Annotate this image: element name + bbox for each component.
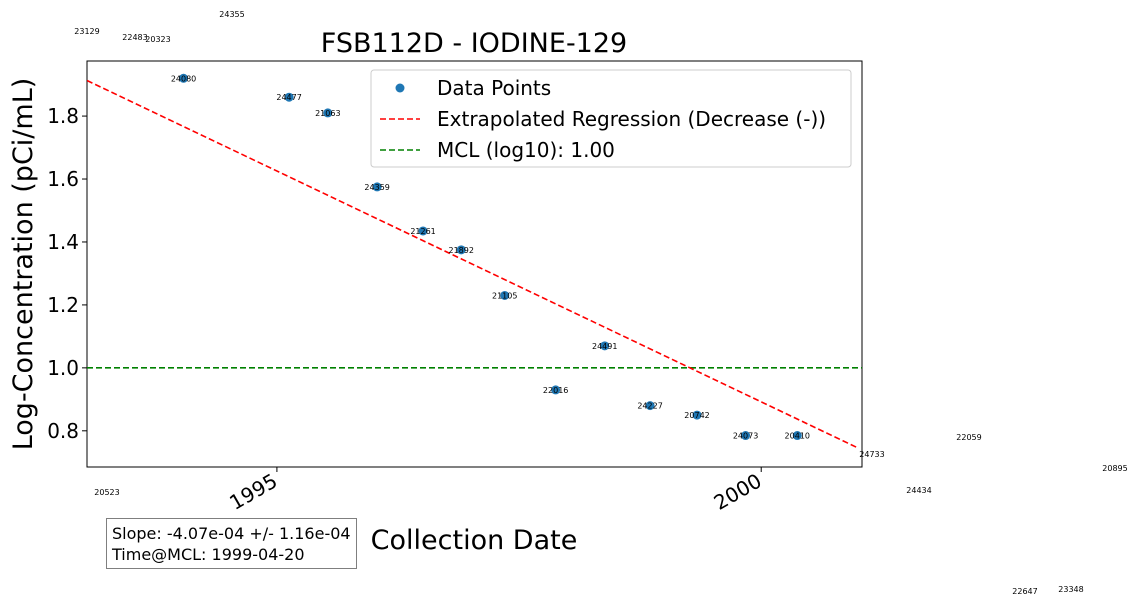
data-point-label: 24080 — [171, 74, 196, 83]
regression-line — [87, 79, 859, 449]
outside-point-label: 20323 — [145, 35, 170, 44]
data-point — [372, 182, 382, 192]
outside-point-label: 22647 — [1012, 587, 1037, 596]
x-axis-label: Collection Date — [371, 525, 578, 556]
data-point-label: 21105 — [492, 291, 517, 300]
data-point — [551, 385, 561, 395]
data-point — [741, 431, 751, 441]
y-tick-label: 1.2 — [47, 293, 79, 317]
outside-point-label: 23348 — [1058, 585, 1083, 594]
y-tick-label: 1.8 — [47, 104, 79, 128]
y-tick-label: 1.0 — [47, 356, 79, 380]
data-point — [284, 92, 294, 102]
lines-layer — [87, 79, 862, 449]
data-point — [500, 290, 510, 300]
y-tick-label: 1.6 — [47, 167, 79, 191]
data-point-label: 22016 — [543, 386, 568, 395]
legend-label: MCL (log10): 1.00 — [437, 138, 615, 162]
data-point-label: 24359 — [364, 183, 389, 192]
x-axis: 1995 2000 — [225, 467, 766, 515]
data-point — [323, 108, 333, 118]
data-point — [418, 226, 428, 236]
data-point-label: 24491 — [592, 342, 617, 351]
slope-text: Slope: -4.07e-04 +/- 1.16e-04 — [112, 524, 351, 543]
points-layer: 24080 24477 21063 24359 21261 21892 21105 22016… — [171, 73, 810, 441]
data-point-label: 24477 — [276, 93, 301, 102]
data-point-label: 21063 — [315, 109, 340, 118]
data-point — [645, 401, 655, 411]
legend-marker-data-points — [395, 83, 405, 93]
x-tick-label: 2000 — [710, 469, 766, 515]
legend-frame — [370, 69, 852, 168]
data-point — [692, 410, 702, 420]
legend-label: Data Points — [437, 76, 551, 100]
regression-stats-box: Slope: -4.07e-04 +/- 1.16e-04 Time@MCL: … — [106, 518, 357, 569]
outside-point-label: 23129 — [74, 27, 99, 36]
outside-point-label: 22483 — [122, 33, 147, 42]
data-point — [179, 73, 189, 83]
data-point-label: 21892 — [449, 246, 474, 255]
outside-point-label: 22059 — [956, 433, 981, 442]
data-point — [456, 245, 466, 255]
outside-point-label: 20523 — [94, 488, 119, 497]
y-axis: 0.8 1.0 1.2 1.4 1.6 1.8 — [47, 104, 87, 443]
outside-point-label: 20895 — [1102, 464, 1127, 473]
data-point-label: 24227 — [637, 402, 662, 411]
data-point-label: 20742 — [684, 411, 709, 420]
legend: Data Points Extrapolated Regression (Decr… — [370, 69, 852, 168]
x-tick-label: 1995 — [225, 469, 281, 515]
outside-point-label: 24733 — [859, 450, 884, 459]
plot-area — [86, 60, 863, 468]
data-point — [600, 341, 610, 351]
y-tick-label: 1.4 — [47, 230, 79, 254]
data-point-label: 24073 — [733, 432, 758, 441]
data-point-label: 21261 — [410, 227, 435, 236]
outside-point-label: 24434 — [906, 486, 931, 495]
y-axis-label: Log-Concentration (pCi/mL) — [8, 78, 39, 451]
legend-label: Extrapolated Regression (Decrease (-)) — [437, 107, 826, 131]
data-point-label: 20410 — [785, 432, 810, 441]
time-at-mcl-text: Time@MCL: 1999-04-20 — [112, 545, 305, 564]
data-point — [792, 431, 802, 441]
chart-title: FSB112D - IODINE-129 — [321, 28, 627, 59]
outside-point-label: 24355 — [219, 10, 244, 19]
y-tick-label: 0.8 — [47, 419, 79, 443]
